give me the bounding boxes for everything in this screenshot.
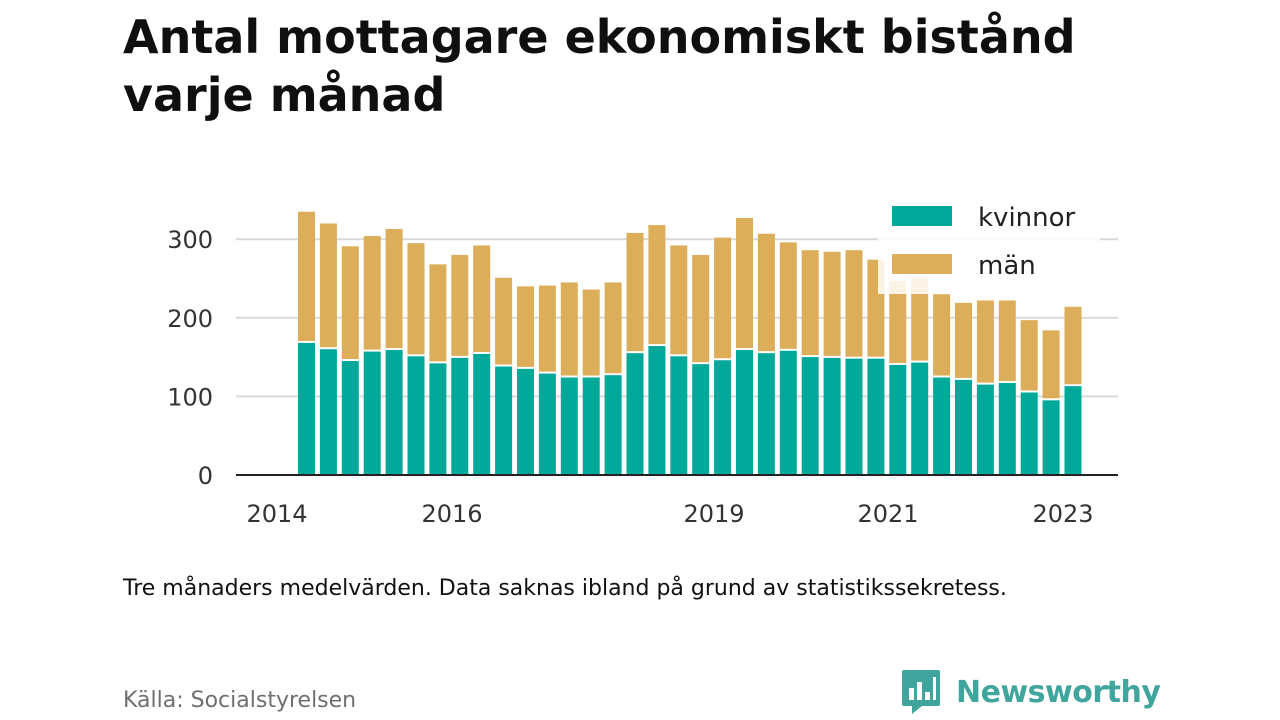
bar-kvinnor-2019-4 [779, 350, 797, 475]
x-axis-ticks: 2014 2016 2019 2021 2023 [246, 500, 1093, 528]
x-tick-label-2019: 2019 [683, 500, 744, 528]
bar-kvinnor-2023-1 [1064, 386, 1082, 475]
bar-kvinnor-2015-4 [429, 363, 447, 475]
bar-man-2021-4 [955, 302, 972, 378]
bar-kvinnor-2018-2 [648, 346, 666, 475]
bar-kvinnor-2021-1 [889, 364, 907, 475]
bar-man-2019-3 [757, 233, 775, 352]
bar-man-2016-2 [473, 245, 491, 352]
bar-kvinnor-2016-1 [451, 357, 469, 475]
bar-kvinnor-2017-3 [582, 377, 600, 475]
bar-kvinnor-2016-3 [495, 366, 513, 475]
bar-kvinnor-2021-3 [933, 377, 951, 475]
y-tick-label-200: 200 [167, 305, 213, 333]
bar-kvinnor-2017-2 [560, 377, 578, 475]
bar-kvinnor-2020-1 [801, 357, 819, 475]
bar-kvinnor-2019-3 [757, 353, 775, 475]
bar-kvinnor-2014-2 [319, 349, 337, 475]
chart-title: Antal mottagare ekonomiskt bistånd varje… [123, 10, 1076, 122]
x-tick-label-2021: 2021 [857, 500, 918, 528]
bar-man-2016-4 [517, 286, 534, 367]
bar-kvinnor-2018-4 [692, 364, 710, 475]
bar-kvinnor-2020-2 [823, 357, 841, 475]
x-tick-label-2023: 2023 [1032, 500, 1093, 528]
bar-kvinnor-2014-3 [341, 361, 359, 475]
bar-kvinnor-2022-1 [976, 384, 994, 475]
y-tick-label-0: 0 [198, 462, 213, 490]
bar-man-2016-1 [451, 254, 469, 356]
bar-man-2022-3 [1020, 320, 1038, 391]
bar-kvinnor-2022-4 [1042, 400, 1060, 475]
bar-kvinnor-2015-3 [407, 356, 425, 475]
y-axis-ticks: 0 100 200 300 [167, 226, 213, 490]
bar-man-2021-2 [911, 277, 929, 361]
bar-man-2015-3 [407, 243, 425, 355]
legend: kvinnor män [878, 194, 1100, 294]
bar-man-2022-2 [998, 300, 1016, 382]
bar-kvinnor-2022-3 [1020, 392, 1038, 475]
bar-man-2020-2 [823, 251, 841, 356]
bar-man-2019-4 [779, 242, 797, 349]
bar-man-2014-1 [298, 211, 315, 341]
legend-label-man: män [978, 251, 1036, 281]
bar-man-2015-4 [429, 264, 447, 362]
bar-man-2014-2 [319, 223, 337, 348]
bar-kvinnor-2018-1 [626, 353, 644, 475]
bar-man-2018-3 [670, 245, 688, 355]
bar-kvinnor-2016-2 [473, 353, 491, 475]
bar-kvinnor-2018-3 [670, 356, 688, 475]
y-tick-label-300: 300 [167, 226, 213, 254]
x-tick-label-2016: 2016 [421, 500, 482, 528]
bar-man-2022-1 [976, 300, 994, 383]
bar-man-2016-3 [495, 277, 513, 365]
bar-man-2021-1 [889, 280, 907, 363]
bar-man-2021-3 [933, 294, 951, 376]
bar-kvinnor-2021-4 [955, 379, 972, 475]
chart-note: Tre månaders medelvärden. Data saknas ib… [123, 576, 1007, 601]
newsworthy-chart-logo-icon [902, 670, 940, 714]
bar-man-2017-1 [538, 285, 556, 372]
bar-man-2017-3 [582, 289, 600, 376]
bar-kvinnor-2016-4 [517, 368, 534, 475]
bar-man-2022-4 [1042, 330, 1060, 399]
bar-kvinnor-2014-1 [298, 342, 315, 475]
legend-swatch-kvinnor [892, 206, 952, 226]
brand-logo[interactable]: Newsworthy [900, 668, 1161, 716]
bar-man-2020-1 [801, 250, 819, 356]
bar-man-2018-2 [648, 225, 666, 345]
legend-swatch-man [892, 254, 952, 274]
bar-man-2017-4 [604, 282, 622, 374]
bar-man-2020-3 [845, 250, 863, 357]
bars [298, 211, 1082, 475]
y-tick-label-100: 100 [167, 383, 213, 411]
bar-kvinnor-2015-2 [385, 350, 403, 475]
bar-man-2019-1 [714, 237, 732, 359]
bar-man-2018-4 [692, 254, 710, 363]
bar-man-2015-1 [363, 236, 381, 350]
bar-man-2023-1 [1064, 306, 1082, 385]
bar-kvinnor-2021-2 [911, 362, 929, 475]
bar-kvinnor-2019-1 [714, 360, 732, 475]
bar-man-2015-2 [385, 228, 403, 349]
bar-man-2017-2 [560, 282, 578, 376]
bar-man-2018-1 [626, 232, 644, 352]
legend-label-kvinnor: kvinnor [978, 203, 1076, 233]
bar-kvinnor-2022-2 [998, 383, 1016, 475]
bar-kvinnor-2017-4 [604, 375, 622, 475]
source-text: Källa: Socialstyrelsen [123, 688, 357, 713]
bar-man-2019-2 [736, 217, 753, 349]
bar-man-2014-3 [341, 246, 359, 360]
bar-kvinnor-2019-2 [736, 350, 753, 475]
brand-name: Newsworthy [956, 674, 1161, 710]
bar-kvinnor-2017-1 [538, 373, 556, 475]
x-tick-label-2014: 2014 [246, 500, 307, 528]
bar-kvinnor-2015-1 [363, 351, 381, 475]
bar-kvinnor-2020-3 [845, 358, 863, 475]
bar-kvinnor-2020-4 [867, 358, 885, 475]
